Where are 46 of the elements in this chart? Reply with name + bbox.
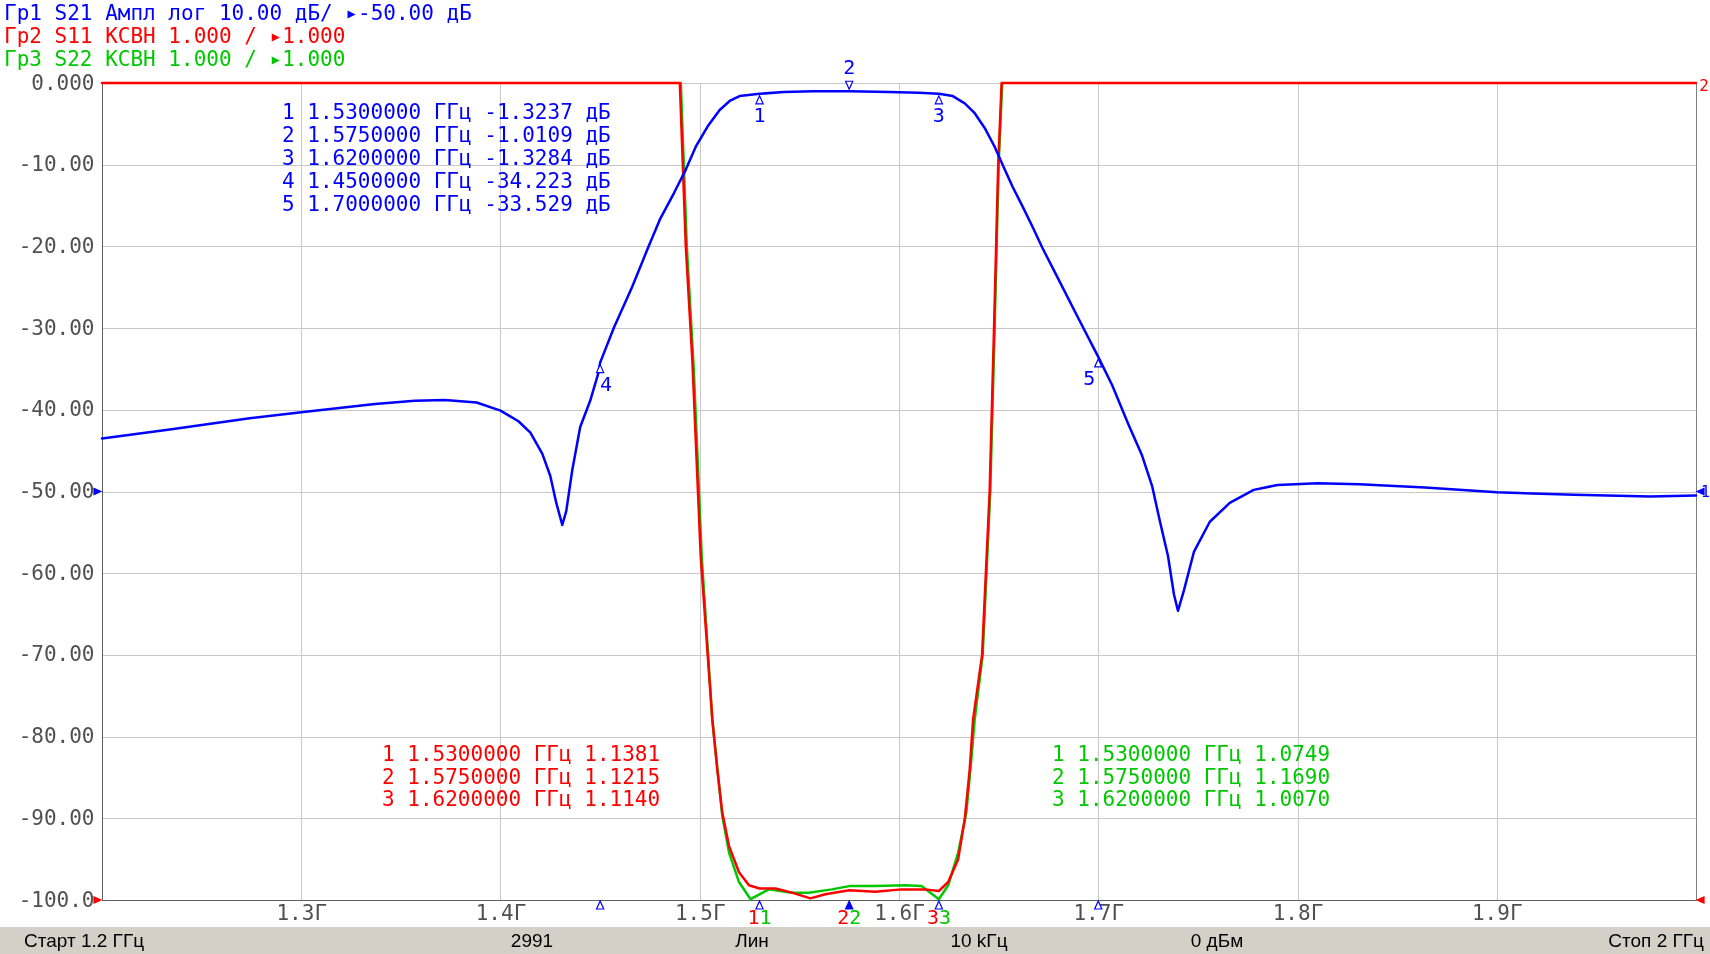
- x-tick-label: 1.4Г: [475, 900, 527, 925]
- x-tick-label: 1.3Г: [276, 900, 328, 925]
- annotation: 2 1.5750000 ГГц -1.0109 дБ: [282, 123, 611, 147]
- y-tick-label: -90.00: [18, 805, 95, 830]
- annotation: 3 1.6200000 ГГц -1.3284 дБ: [282, 146, 611, 170]
- y-tick-label: -60.00: [18, 560, 95, 585]
- text: 1: [1700, 482, 1710, 501]
- y-tick-label: -20.00: [18, 233, 95, 258]
- y-tick-label: -70.00: [18, 642, 95, 667]
- x-tick-label: 1.9Г: [1471, 900, 1523, 925]
- text: 2: [1699, 76, 1709, 95]
- annotation: 1 1.5300000 ГГц 1.0749: [1052, 742, 1331, 766]
- text: 3: [938, 905, 951, 929]
- y-tick-label: 0.000: [31, 70, 95, 95]
- annotation: 3: [932, 102, 945, 127]
- annotation: 4: [600, 371, 613, 396]
- annotation: 2 1.5750000 ГГц 1.1215: [382, 765, 661, 789]
- y-tick-label: -80.00: [18, 724, 95, 749]
- annotation: 1 1.5300000 ГГц 1.1381: [382, 742, 661, 766]
- x-tick-label: 1.5Г: [674, 900, 726, 925]
- x-tick-label: 1.6Г: [874, 900, 925, 925]
- text: 2: [849, 905, 862, 929]
- status-bar: Старт 1.2 ГГц 2991 Лин 10 kГц 0 дБм Стоп 2 ГГц: [0, 927, 1710, 954]
- x-tick-label: 1.8Г: [1272, 900, 1324, 925]
- series-label: Гр2 S11 КСВН 1.000 / ▸1.000: [4, 23, 346, 48]
- y-tick-label: -40.00: [18, 397, 95, 422]
- annotation: 5 1.7000000 ГГц -33.529 дБ: [282, 192, 611, 216]
- y-tick-label: -100.0: [18, 887, 95, 912]
- annotation: 5: [1083, 365, 1096, 390]
- annotation: 2: [843, 55, 856, 80]
- text: Гр3 S22 КСВН 1.000 / ▸1.000: [4, 46, 346, 71]
- annotation: 4 1.4500000 ГГц -34.223 дБ: [282, 169, 611, 193]
- annotation: 2 1.5750000 ГГц 1.1690: [1052, 765, 1331, 789]
- annotation: 3 1.6200000 ГГц 1.1140: [382, 787, 661, 811]
- y-tick-label: -50.00: [18, 479, 95, 503]
- y-tick-label: -10.00: [18, 152, 95, 177]
- annotation: 1: [753, 102, 766, 127]
- text: 1: [747, 905, 760, 929]
- text: 2: [837, 905, 850, 929]
- text: 1: [759, 905, 772, 929]
- x-tick-label: 1.7Г: [1073, 900, 1125, 925]
- annotation: 3 1.6200000 ГГц 1.0070: [1052, 787, 1331, 811]
- y-tick-label: -30.00: [18, 315, 95, 340]
- text: 3: [926, 905, 939, 929]
- annotation: 1 1.5300000 ГГц -1.3237 дБ: [282, 100, 611, 124]
- text: Гр1 S21 Ампл лог 10.00 дБ/ ▸-50.00 дБ: [4, 0, 472, 25]
